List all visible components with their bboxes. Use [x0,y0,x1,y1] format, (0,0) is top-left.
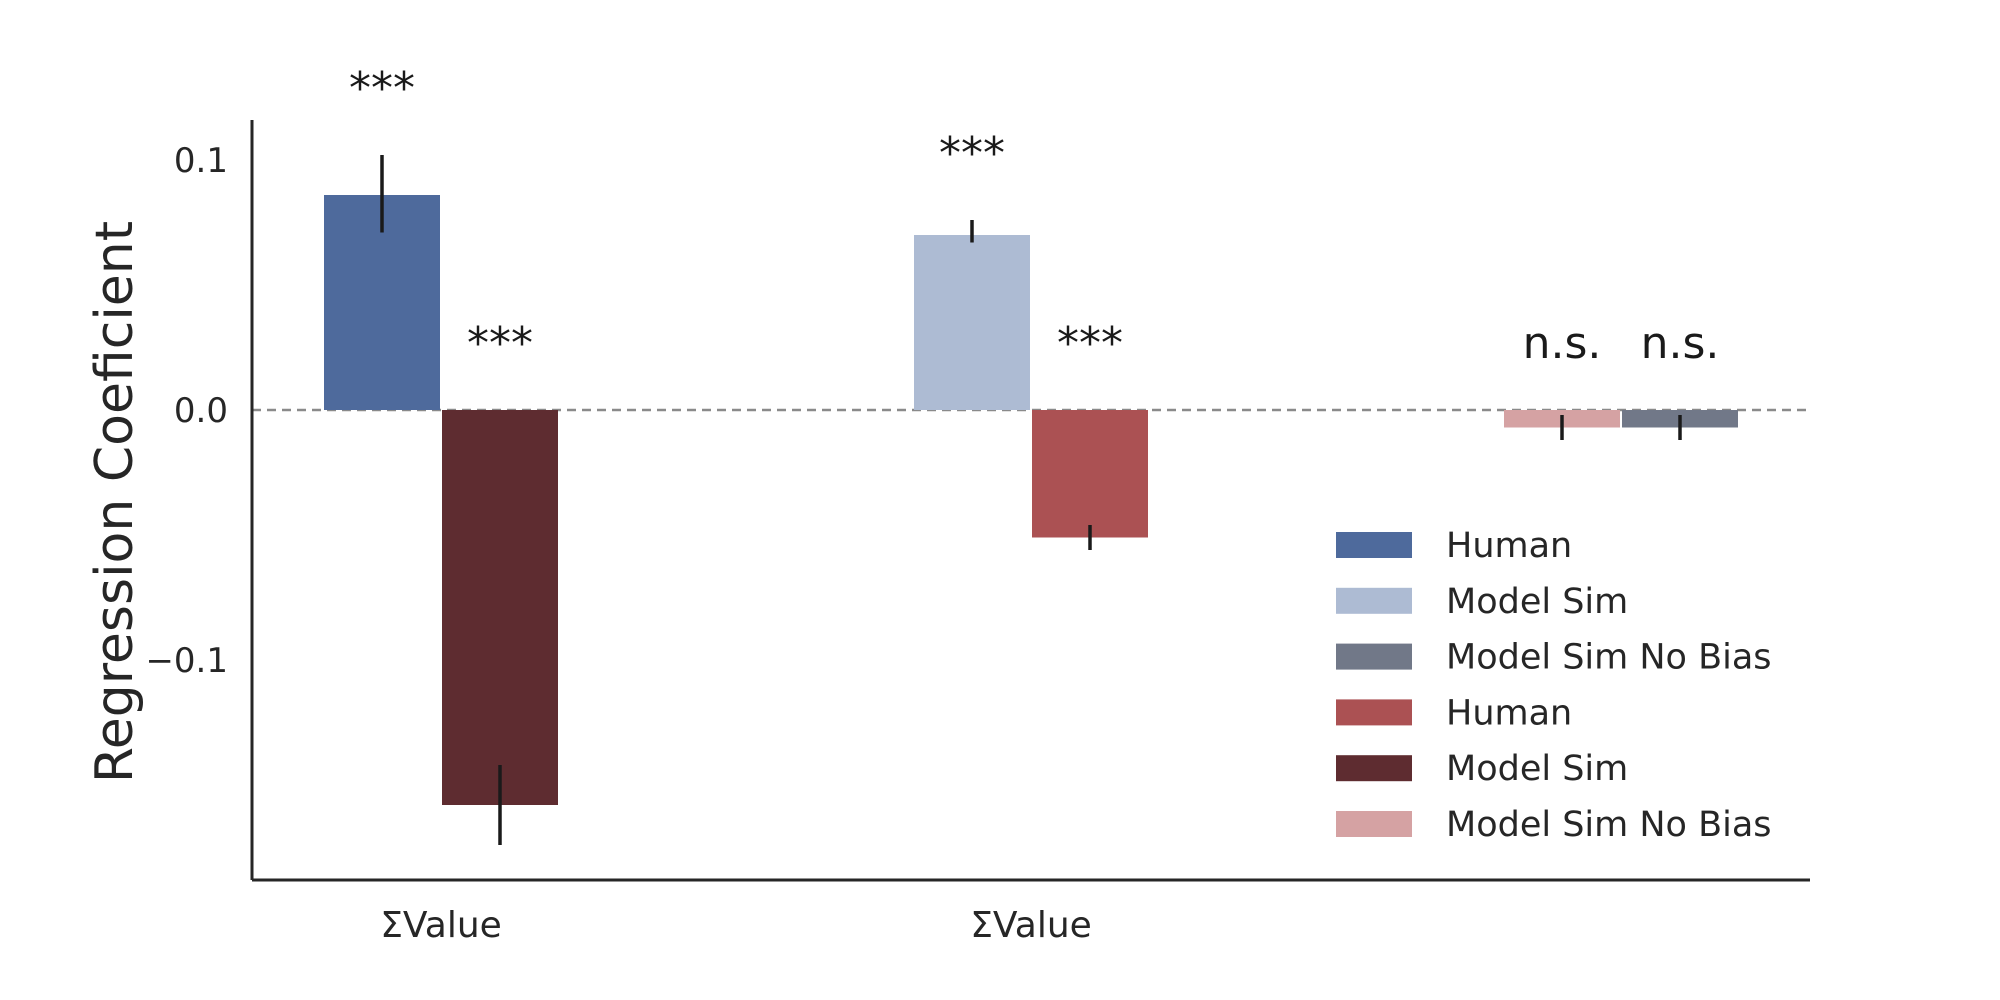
significance-annotation-1: *** [467,318,533,369]
y-tick-label-1: 0.0 [174,391,228,431]
significance-annotation-5: n.s. [1641,318,1720,369]
legend-swatch-3 [1336,699,1412,726]
legend-label-1: Model Sim [1446,582,1628,622]
y-tick-label-0: 0.1 [174,141,228,181]
bar-1 [442,410,558,805]
significance-annotation-3: *** [1057,318,1123,369]
legend-label-3: Human [1446,693,1572,733]
legend-label-0: Human [1446,526,1572,566]
legend-label-4: Model Sim [1446,749,1628,789]
bar-3 [1032,410,1148,538]
x-category-label-1: ΣValue [970,905,1092,946]
legend-swatch-2 [1336,643,1412,670]
legend-swatch-1 [1336,587,1412,614]
legend-swatch-5 [1336,811,1412,837]
y-axis-label: Regression Coeficient [85,221,145,783]
bar-2 [914,235,1030,410]
legend-label-2: Model Sim No Bias [1446,638,1772,678]
significance-annotation-2: *** [939,128,1005,179]
x-category-label-0: ΣValue [380,905,502,946]
legend-swatch-4 [1336,755,1412,782]
y-tick-label-2: −0.1 [145,641,228,681]
significance-annotation-4: n.s. [1523,318,1602,369]
significance-annotation-0: *** [349,63,415,114]
legend-swatch-0 [1336,532,1412,558]
legend-label-5: Model Sim No Bias [1446,805,1772,845]
